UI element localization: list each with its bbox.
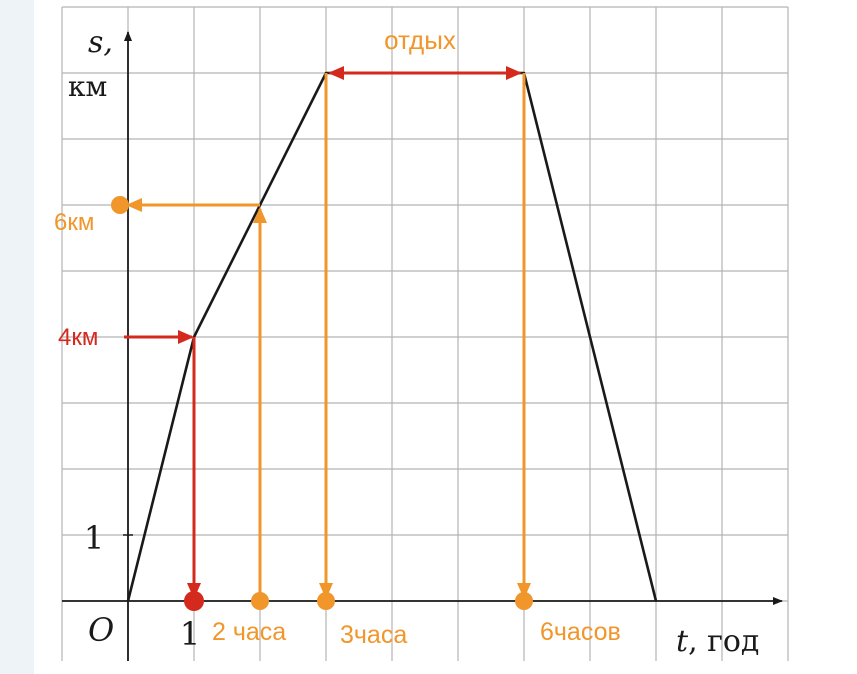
marker-dot <box>317 592 335 610</box>
km4-label: 4км <box>58 324 98 351</box>
marker-dot <box>111 196 129 214</box>
labels: s, км O 1 1 t, год отдых 4км 6км 2 часа 3часа 6часо… <box>54 25 759 659</box>
rest-label: отдых <box>384 25 456 55</box>
hour6-label: 6часов <box>540 618 621 646</box>
y-tick-label: 1 <box>84 519 104 557</box>
hour2-label: 2 часа <box>212 618 286 646</box>
x-tick-label: 1 <box>180 615 200 653</box>
marker-dot <box>515 592 533 610</box>
grid <box>61 6 789 661</box>
y-axis-unit: км <box>68 70 107 103</box>
km6-label: 6км <box>54 209 94 236</box>
marker-dot <box>184 591 204 611</box>
left-margin-strip <box>0 0 34 674</box>
annotations <box>111 66 533 611</box>
axes <box>62 31 783 661</box>
marker-dot <box>251 592 269 610</box>
origin-label: O <box>88 611 114 649</box>
y-axis-symbol: s, <box>88 25 113 60</box>
x-axis-label: t, год <box>676 624 759 659</box>
hour3-label: 3часа <box>340 621 407 649</box>
